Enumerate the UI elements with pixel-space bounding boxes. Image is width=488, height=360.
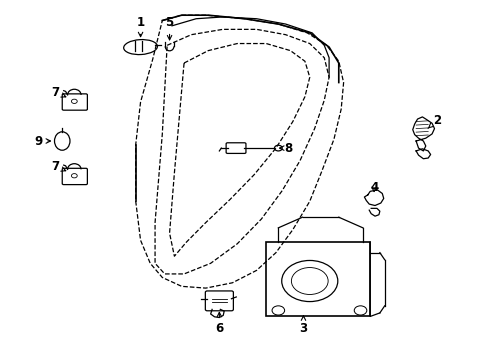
Text: 1: 1 <box>136 16 144 37</box>
Text: 7: 7 <box>51 160 65 173</box>
Text: 6: 6 <box>215 312 223 336</box>
Text: 4: 4 <box>369 181 377 194</box>
Text: 7: 7 <box>51 86 66 99</box>
Text: 8: 8 <box>279 141 291 154</box>
Text: 3: 3 <box>299 316 307 336</box>
Text: 2: 2 <box>427 114 440 129</box>
Text: 5: 5 <box>165 16 173 40</box>
Text: 9: 9 <box>34 135 50 148</box>
